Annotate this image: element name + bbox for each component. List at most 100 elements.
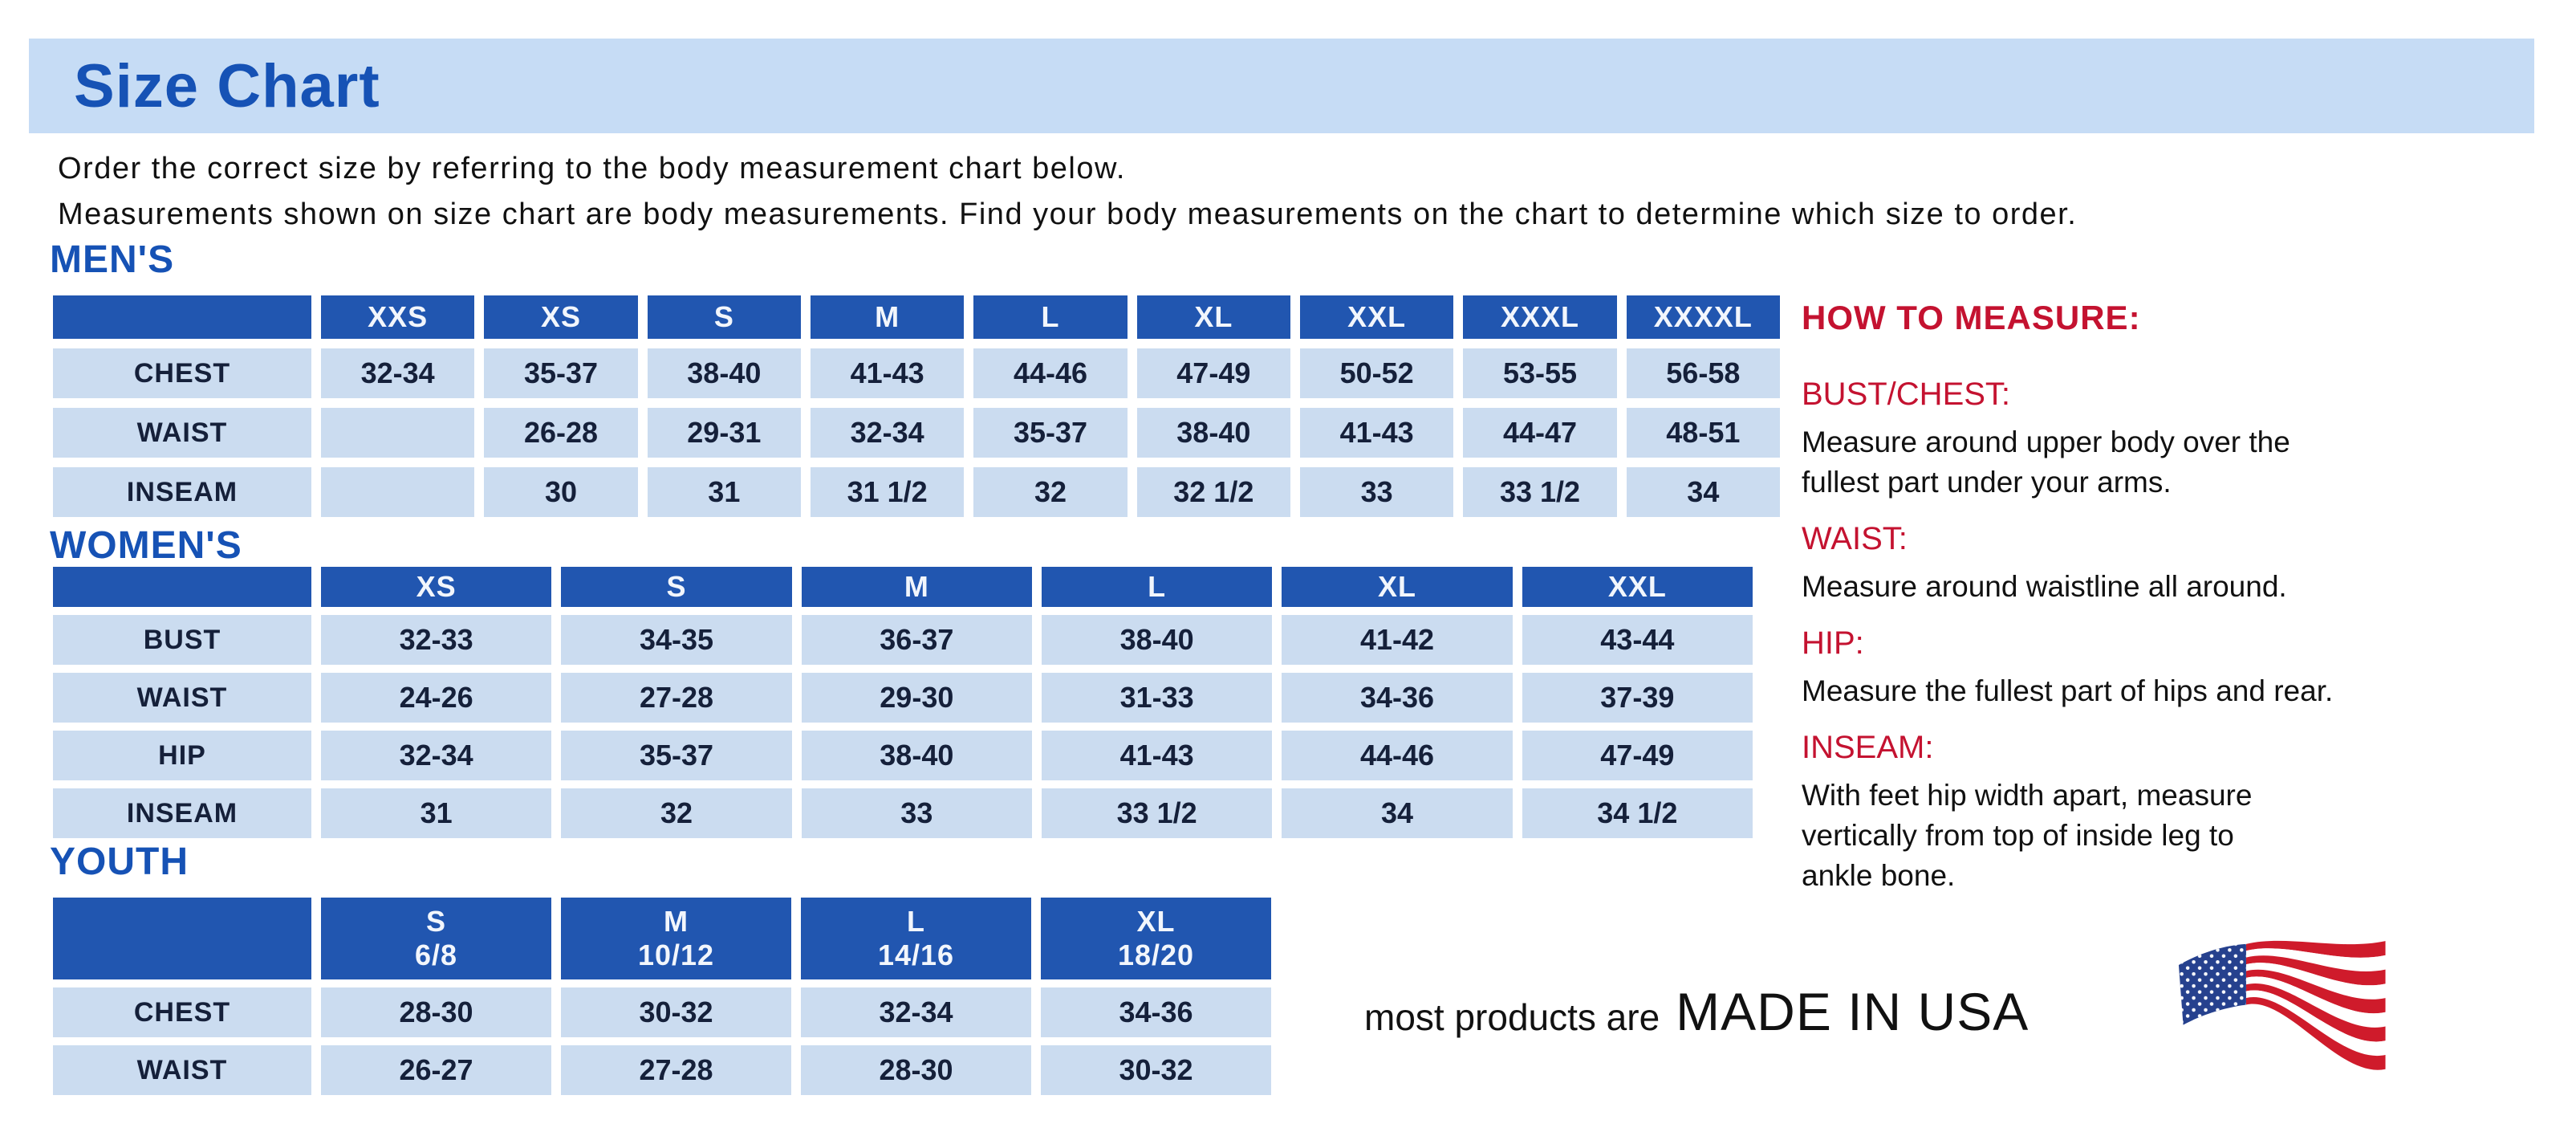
youth-row-label: CHEST [53, 987, 311, 1037]
measure-term: INSEAM: [1802, 730, 1934, 765]
womens-corner-cell [53, 567, 311, 607]
womens-cell: 29-30 [801, 673, 1032, 723]
womens-column-header: L [1042, 567, 1273, 607]
mens-row-label: INSEAM [53, 467, 311, 517]
youth-row-label: WAIST [53, 1045, 311, 1095]
womens-cell: 43-44 [1522, 615, 1753, 665]
mens-cell: 32-34 [321, 348, 475, 398]
mens-cell: 30 [484, 467, 638, 517]
measure-instructions: Measure around waistline all around. [1802, 570, 2287, 603]
mens-cell: 26-28 [484, 408, 638, 458]
womens-cell: 34-35 [561, 615, 792, 665]
youth-section-heading: YOUTH [50, 841, 189, 883]
mens-column-header: S [647, 295, 801, 339]
womens-cell: 35-37 [561, 731, 792, 780]
mens-cell: 31 1/2 [810, 467, 965, 517]
womens-column-header: XXL [1522, 567, 1753, 607]
intro-text: Order the correct size by referring to t… [58, 146, 2077, 238]
womens-row-label: WAIST [53, 673, 311, 723]
mens-cell: 48-51 [1626, 408, 1780, 458]
youth-cell: 34-36 [1041, 987, 1271, 1037]
footer-prefix: most products are [1364, 996, 1660, 1038]
usa-flag-icon [2178, 940, 2386, 1070]
page-title: Size Chart [74, 51, 380, 120]
womens-cell: 32 [561, 788, 792, 838]
mens-column-header: XXXL [1463, 295, 1617, 339]
womens-cell: 38-40 [801, 731, 1032, 780]
mens-cell: 41-43 [1299, 408, 1454, 458]
mens-cell: 33 1/2 [1463, 467, 1617, 517]
mens-cell: 56-58 [1626, 348, 1780, 398]
womens-cell: 32-34 [321, 731, 552, 780]
mens-column-header: L [973, 295, 1128, 339]
womens-column-header: M [801, 567, 1032, 607]
mens-cell: 41-43 [810, 348, 965, 398]
youth-column-header: M 10/12 [561, 898, 791, 979]
womens-cell: 32-33 [321, 615, 552, 665]
womens-cell: 31-33 [1042, 673, 1273, 723]
mens-column-header: XXL [1299, 295, 1454, 339]
measure-term: WAIST: [1802, 521, 1908, 556]
how-to-measure-heading: HOW TO MEASURE: [1802, 299, 2141, 336]
youth-cell: 30-32 [1041, 1045, 1271, 1095]
mens-cell: 50-52 [1299, 348, 1454, 398]
womens-cell: 41-43 [1042, 731, 1273, 780]
womens-cell: 24-26 [321, 673, 552, 723]
mens-cell [321, 408, 475, 458]
mens-cell: 47-49 [1136, 348, 1290, 398]
youth-cell: 28-30 [801, 1045, 1031, 1095]
womens-cell: 36-37 [801, 615, 1032, 665]
mens-cell: 32-34 [810, 408, 965, 458]
womens-cell: 41-42 [1282, 615, 1513, 665]
womens-cell: 27-28 [561, 673, 792, 723]
womens-column-header: S [561, 567, 792, 607]
mens-cell: 38-40 [647, 348, 801, 398]
how-to-measure-items: BUST/CHEST: Measure around upper body ove… [1802, 374, 2564, 896]
womens-column-header: XS [321, 567, 552, 607]
mens-cell: 38-40 [1136, 408, 1290, 458]
youth-cell: 28-30 [321, 987, 551, 1037]
youth-column-header: XL 18/20 [1041, 898, 1271, 979]
mens-cell: 53-55 [1463, 348, 1617, 398]
youth-cell: 30-32 [561, 987, 791, 1037]
mens-cell: 34 [1626, 467, 1780, 517]
mens-column-header: XXS [321, 295, 475, 339]
womens-cell: 44-46 [1282, 731, 1513, 780]
womens-column-header: XL [1282, 567, 1513, 607]
mens-cell: 35-37 [484, 348, 638, 398]
measure-term: BUST/CHEST: [1802, 377, 2011, 412]
mens-cell: 32 [973, 467, 1128, 517]
mens-cell [321, 467, 475, 517]
womens-cell: 34 1/2 [1522, 788, 1753, 838]
womens-row-label: INSEAM [53, 788, 311, 838]
mens-cell: 32 1/2 [1136, 467, 1290, 517]
youth-cell: 27-28 [561, 1045, 791, 1095]
mens-corner-cell [53, 295, 311, 339]
womens-cell: 33 [801, 788, 1032, 838]
youth-cell: 26-27 [321, 1045, 551, 1095]
mens-cell: 31 [647, 467, 801, 517]
intro-line-1: Order the correct size by referring to t… [58, 152, 1126, 185]
mens-section-heading: MEN'S [50, 238, 175, 281]
womens-cell: 31 [321, 788, 552, 838]
made-in-usa-note: most products are MADE IN USA [1364, 981, 2029, 1042]
mens-row-label: WAIST [53, 408, 311, 458]
womens-cell: 47-49 [1522, 731, 1753, 780]
intro-line-2: Measurements shown on size chart are bod… [58, 197, 2078, 231]
mens-cell: 33 [1299, 467, 1454, 517]
womens-cell: 34-36 [1282, 673, 1513, 723]
measure-term: HIP: [1802, 625, 1864, 661]
youth-corner-cell [53, 898, 311, 979]
footer-emphasis: MADE IN USA [1676, 982, 2030, 1041]
title-banner: Size Chart [29, 39, 2534, 133]
how-to-measure-panel: HOW TO MEASURE: BUST/CHEST: Measure aroun… [1802, 299, 2564, 912]
mens-cell: 44-46 [973, 348, 1128, 398]
womens-row-label: HIP [53, 731, 311, 780]
womens-cell: 37-39 [1522, 673, 1753, 723]
mens-column-header: M [810, 295, 965, 339]
womens-section-heading: WOMEN'S [50, 524, 242, 567]
youth-cell: 32-34 [801, 987, 1031, 1037]
mens-cell: 44-47 [1463, 408, 1617, 458]
measure-instructions: Measure the fullest part of hips and rea… [1802, 674, 2334, 707]
